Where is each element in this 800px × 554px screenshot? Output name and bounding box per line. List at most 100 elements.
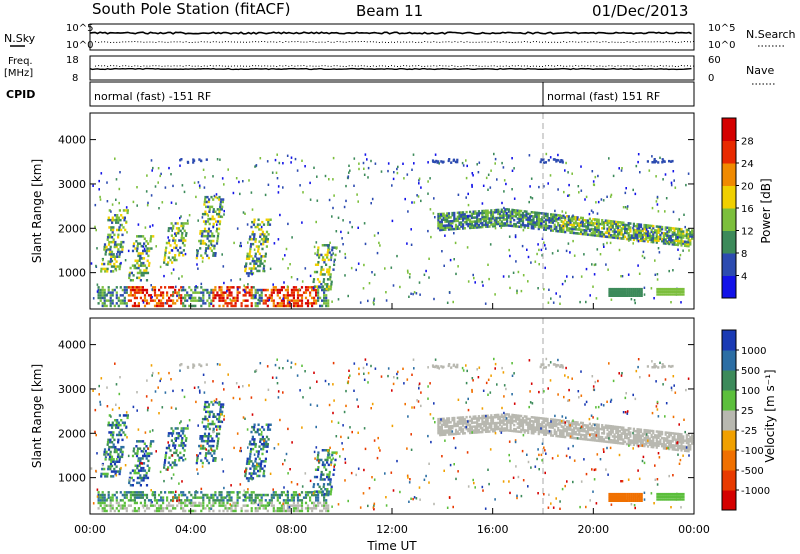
power-cell	[467, 203, 470, 207]
velocity-cell	[484, 430, 488, 433]
velocity-cell	[202, 507, 205, 510]
power-cell	[453, 215, 456, 219]
power-cell	[652, 232, 655, 236]
power-cell	[228, 286, 231, 289]
power-cell	[497, 222, 500, 226]
velocity-cell	[208, 509, 211, 513]
power-cell	[136, 186, 138, 189]
power-cell	[125, 286, 128, 289]
power-cell	[168, 299, 171, 302]
velocity-cell	[550, 418, 553, 421]
velocity-cell	[112, 470, 115, 473]
velocity-cell	[315, 496, 318, 499]
nsearch-point	[677, 41, 679, 43]
power-cell	[543, 214, 546, 217]
power-cell	[585, 219, 588, 222]
power-cell	[152, 235, 155, 238]
power-cell	[606, 223, 609, 227]
velocity-cell	[440, 427, 443, 431]
power-cell	[443, 264, 445, 267]
velocity-cell	[474, 417, 477, 420]
power-cell	[125, 302, 128, 305]
velocity-cell	[470, 419, 473, 423]
power-cell	[611, 222, 614, 225]
power-cell	[678, 218, 680, 221]
velocity-cell	[490, 416, 493, 419]
power-cell	[244, 267, 247, 270]
power-cell	[555, 219, 558, 223]
velocity-cell	[164, 491, 167, 494]
power-cell	[243, 284, 245, 287]
power-cell	[111, 302, 114, 305]
power-cell	[544, 228, 547, 231]
power-cell	[678, 290, 681, 293]
nave-point	[614, 65, 616, 67]
velocity-cell	[537, 422, 540, 426]
power-cell	[119, 218, 122, 222]
power-cell	[643, 239, 646, 243]
velocity-cell	[220, 504, 223, 507]
power-cell	[564, 279, 566, 283]
power-cell	[595, 220, 599, 223]
power-cell	[651, 155, 653, 158]
power-cell	[537, 219, 540, 223]
power-cell	[622, 235, 625, 238]
power-cell	[99, 294, 102, 297]
power-cell	[442, 228, 445, 231]
power-cell	[474, 210, 477, 213]
power-cell	[495, 216, 498, 220]
power-cell	[298, 288, 301, 291]
power-cell	[588, 223, 591, 227]
velocity-cell	[330, 485, 333, 489]
power-cell	[494, 157, 497, 161]
velocity-cell	[117, 423, 120, 427]
power-cell	[627, 232, 630, 235]
power-cell	[657, 161, 660, 164]
power-cell	[221, 253, 223, 256]
power-cell	[481, 225, 484, 229]
velocity-cell	[103, 493, 106, 497]
velocity-cell	[136, 449, 139, 453]
power-cell	[550, 217, 553, 220]
power-cell	[520, 213, 523, 217]
nsearch-point	[548, 41, 549, 43]
power-cell	[166, 291, 169, 294]
power-cell	[107, 233, 110, 237]
velocity-cell	[255, 464, 258, 468]
power-cell	[620, 227, 623, 230]
velocity-cell	[333, 463, 336, 467]
power-cell	[282, 294, 285, 297]
velocity-cell	[142, 454, 145, 458]
velocity-cell	[267, 423, 270, 426]
power-cell	[141, 288, 144, 292]
velocity-cell	[206, 442, 209, 445]
power-cell	[606, 235, 609, 239]
velocity-cell	[536, 416, 539, 420]
velocity-cell	[174, 507, 177, 510]
power-cell	[251, 208, 254, 211]
velocity-cell	[186, 496, 189, 499]
power-cell	[447, 216, 451, 219]
power-cell	[597, 230, 600, 234]
velocity-cell	[180, 439, 184, 442]
power-cell	[121, 302, 124, 305]
power-cell	[518, 221, 521, 224]
power-cell	[541, 218, 544, 221]
velocity-cell	[495, 423, 498, 427]
velocity-cell	[536, 422, 539, 426]
velocity-cell	[212, 504, 215, 507]
power-cell	[433, 297, 435, 301]
power-cell	[442, 160, 445, 164]
power-cell	[636, 233, 639, 236]
nave-point	[490, 65, 492, 67]
velocity-cell	[456, 416, 459, 420]
power-cell	[626, 292, 629, 295]
power-cell	[167, 263, 169, 266]
velocity-cell	[148, 454, 151, 458]
velocity-cell	[260, 493, 263, 497]
velocity-cell	[327, 453, 330, 457]
power-cell	[234, 304, 237, 308]
power-cell	[121, 250, 124, 254]
power-cell	[618, 248, 621, 252]
velocity-cell	[490, 422, 493, 425]
